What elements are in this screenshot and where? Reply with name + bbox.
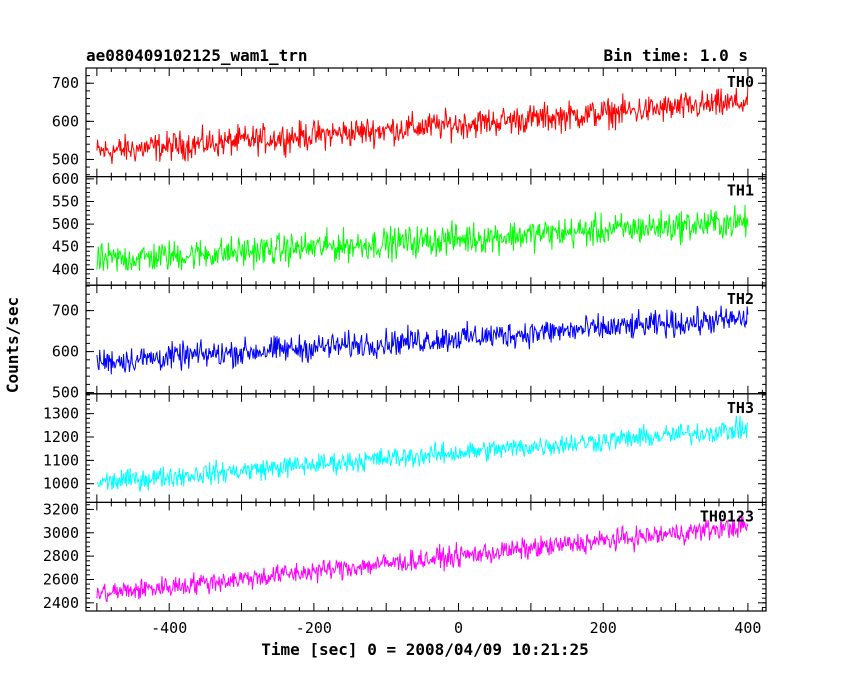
y-tick-label: 700 [52, 302, 79, 320]
series-line-th0 [96, 84, 749, 164]
y-tick-label: 500 [52, 150, 79, 168]
x-tick-label: -400 [151, 619, 187, 637]
y-tick-label: 2800 [43, 547, 79, 565]
panel-label-th3: TH3 [727, 399, 754, 417]
y-axis-label: Counts/sec [3, 297, 22, 393]
y-tick-label: 3200 [43, 500, 79, 518]
y-tick-label: 2600 [43, 570, 79, 588]
y-tick-label: 2400 [43, 594, 79, 612]
panel-label-th0123: TH0123 [700, 507, 754, 525]
y-tick-label: 550 [52, 192, 79, 210]
series-line-th0123 [96, 515, 749, 603]
series-line-th2 [96, 305, 749, 375]
y-tick-label: 1000 [43, 475, 79, 493]
bin-time-label: Bin time: 1.0 s [604, 46, 749, 65]
panel-frame-th0123 [85, 501, 767, 612]
y-tick-label: 1100 [43, 451, 79, 469]
y-tick-label: 400 [52, 260, 79, 278]
panel-label-th1: TH1 [727, 182, 754, 200]
x-tick-label: -200 [296, 619, 332, 637]
x-axis-label: Time [sec] 0 = 2008/04/09 10:21:25 [261, 640, 589, 659]
y-tick-label: 600 [52, 170, 79, 188]
series-line-th3 [96, 415, 748, 492]
y-tick-label: 500 [52, 384, 79, 402]
y-tick-label: 500 [52, 215, 79, 233]
y-tick-label: 450 [52, 238, 79, 256]
y-tick-label: 1200 [43, 428, 79, 446]
chart-title: ae080409102125_wam1_trn [86, 46, 308, 65]
x-tick-label: 200 [590, 619, 617, 637]
y-tick-label: 1300 [43, 405, 79, 423]
x-tick-label: 400 [734, 619, 761, 637]
y-tick-label: 600 [52, 343, 79, 361]
y-tick-label: 600 [52, 112, 79, 130]
y-tick-label: 700 [52, 74, 79, 92]
y-tick-label: 3000 [43, 524, 79, 542]
x-tick-label: 0 [454, 619, 463, 637]
panel-label-th2: TH2 [727, 290, 754, 308]
series-line-th1 [96, 204, 749, 272]
panel-frame-th3 [85, 393, 767, 503]
panel-label-th0: TH0 [727, 73, 754, 91]
